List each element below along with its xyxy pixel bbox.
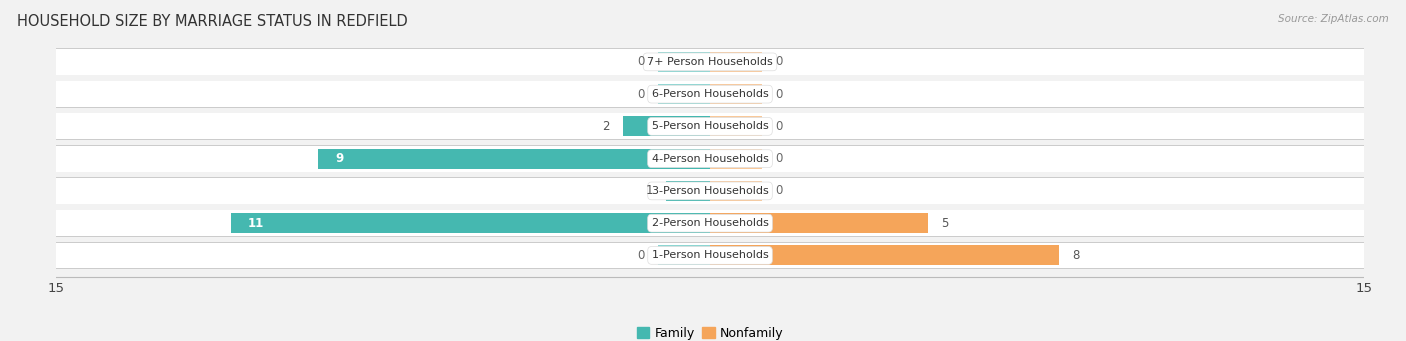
- Bar: [658, 52, 710, 72]
- Text: 1-Person Households: 1-Person Households: [651, 250, 769, 261]
- Bar: [658, 84, 710, 104]
- Text: 11: 11: [247, 217, 264, 230]
- Text: 0: 0: [776, 120, 783, 133]
- Text: 8: 8: [1071, 249, 1080, 262]
- Text: HOUSEHOLD SIZE BY MARRIAGE STATUS IN REDFIELD: HOUSEHOLD SIZE BY MARRIAGE STATUS IN RED…: [17, 14, 408, 29]
- Bar: [710, 84, 762, 104]
- Bar: [56, 114, 1364, 139]
- Text: 0: 0: [637, 88, 644, 101]
- Bar: [710, 116, 762, 136]
- Text: 9: 9: [335, 152, 343, 165]
- Bar: [56, 210, 1364, 236]
- Text: 0: 0: [637, 249, 644, 262]
- Text: 1: 1: [645, 184, 654, 197]
- Bar: [56, 210, 1364, 237]
- Bar: [318, 149, 710, 169]
- Legend: Family, Nonfamily: Family, Nonfamily: [631, 322, 789, 341]
- Bar: [56, 242, 1364, 269]
- Bar: [231, 213, 710, 233]
- Bar: [56, 242, 1364, 268]
- Text: 0: 0: [776, 55, 783, 69]
- Bar: [56, 48, 1364, 75]
- Bar: [56, 81, 1364, 107]
- Text: 4-Person Households: 4-Person Households: [651, 154, 769, 164]
- Text: 2-Person Households: 2-Person Households: [651, 218, 769, 228]
- Bar: [666, 181, 710, 201]
- Text: 0: 0: [776, 184, 783, 197]
- Text: 6-Person Households: 6-Person Households: [651, 89, 769, 99]
- Text: 5-Person Households: 5-Person Households: [651, 121, 769, 131]
- Bar: [56, 178, 1364, 204]
- Bar: [710, 149, 762, 169]
- Text: 0: 0: [776, 88, 783, 101]
- Bar: [56, 145, 1364, 172]
- Bar: [56, 113, 1364, 140]
- Bar: [658, 246, 710, 265]
- Text: 2: 2: [602, 120, 610, 133]
- Bar: [623, 116, 710, 136]
- Text: 3-Person Households: 3-Person Households: [651, 186, 769, 196]
- Text: 0: 0: [776, 152, 783, 165]
- Bar: [710, 246, 1059, 265]
- Bar: [710, 52, 762, 72]
- Bar: [56, 80, 1364, 108]
- Bar: [56, 146, 1364, 172]
- Bar: [710, 181, 762, 201]
- Bar: [56, 49, 1364, 75]
- Text: 0: 0: [637, 55, 644, 69]
- Text: 5: 5: [941, 217, 949, 230]
- Text: Source: ZipAtlas.com: Source: ZipAtlas.com: [1278, 14, 1389, 24]
- Bar: [710, 213, 928, 233]
- Bar: [56, 177, 1364, 205]
- Text: 7+ Person Households: 7+ Person Households: [647, 57, 773, 67]
